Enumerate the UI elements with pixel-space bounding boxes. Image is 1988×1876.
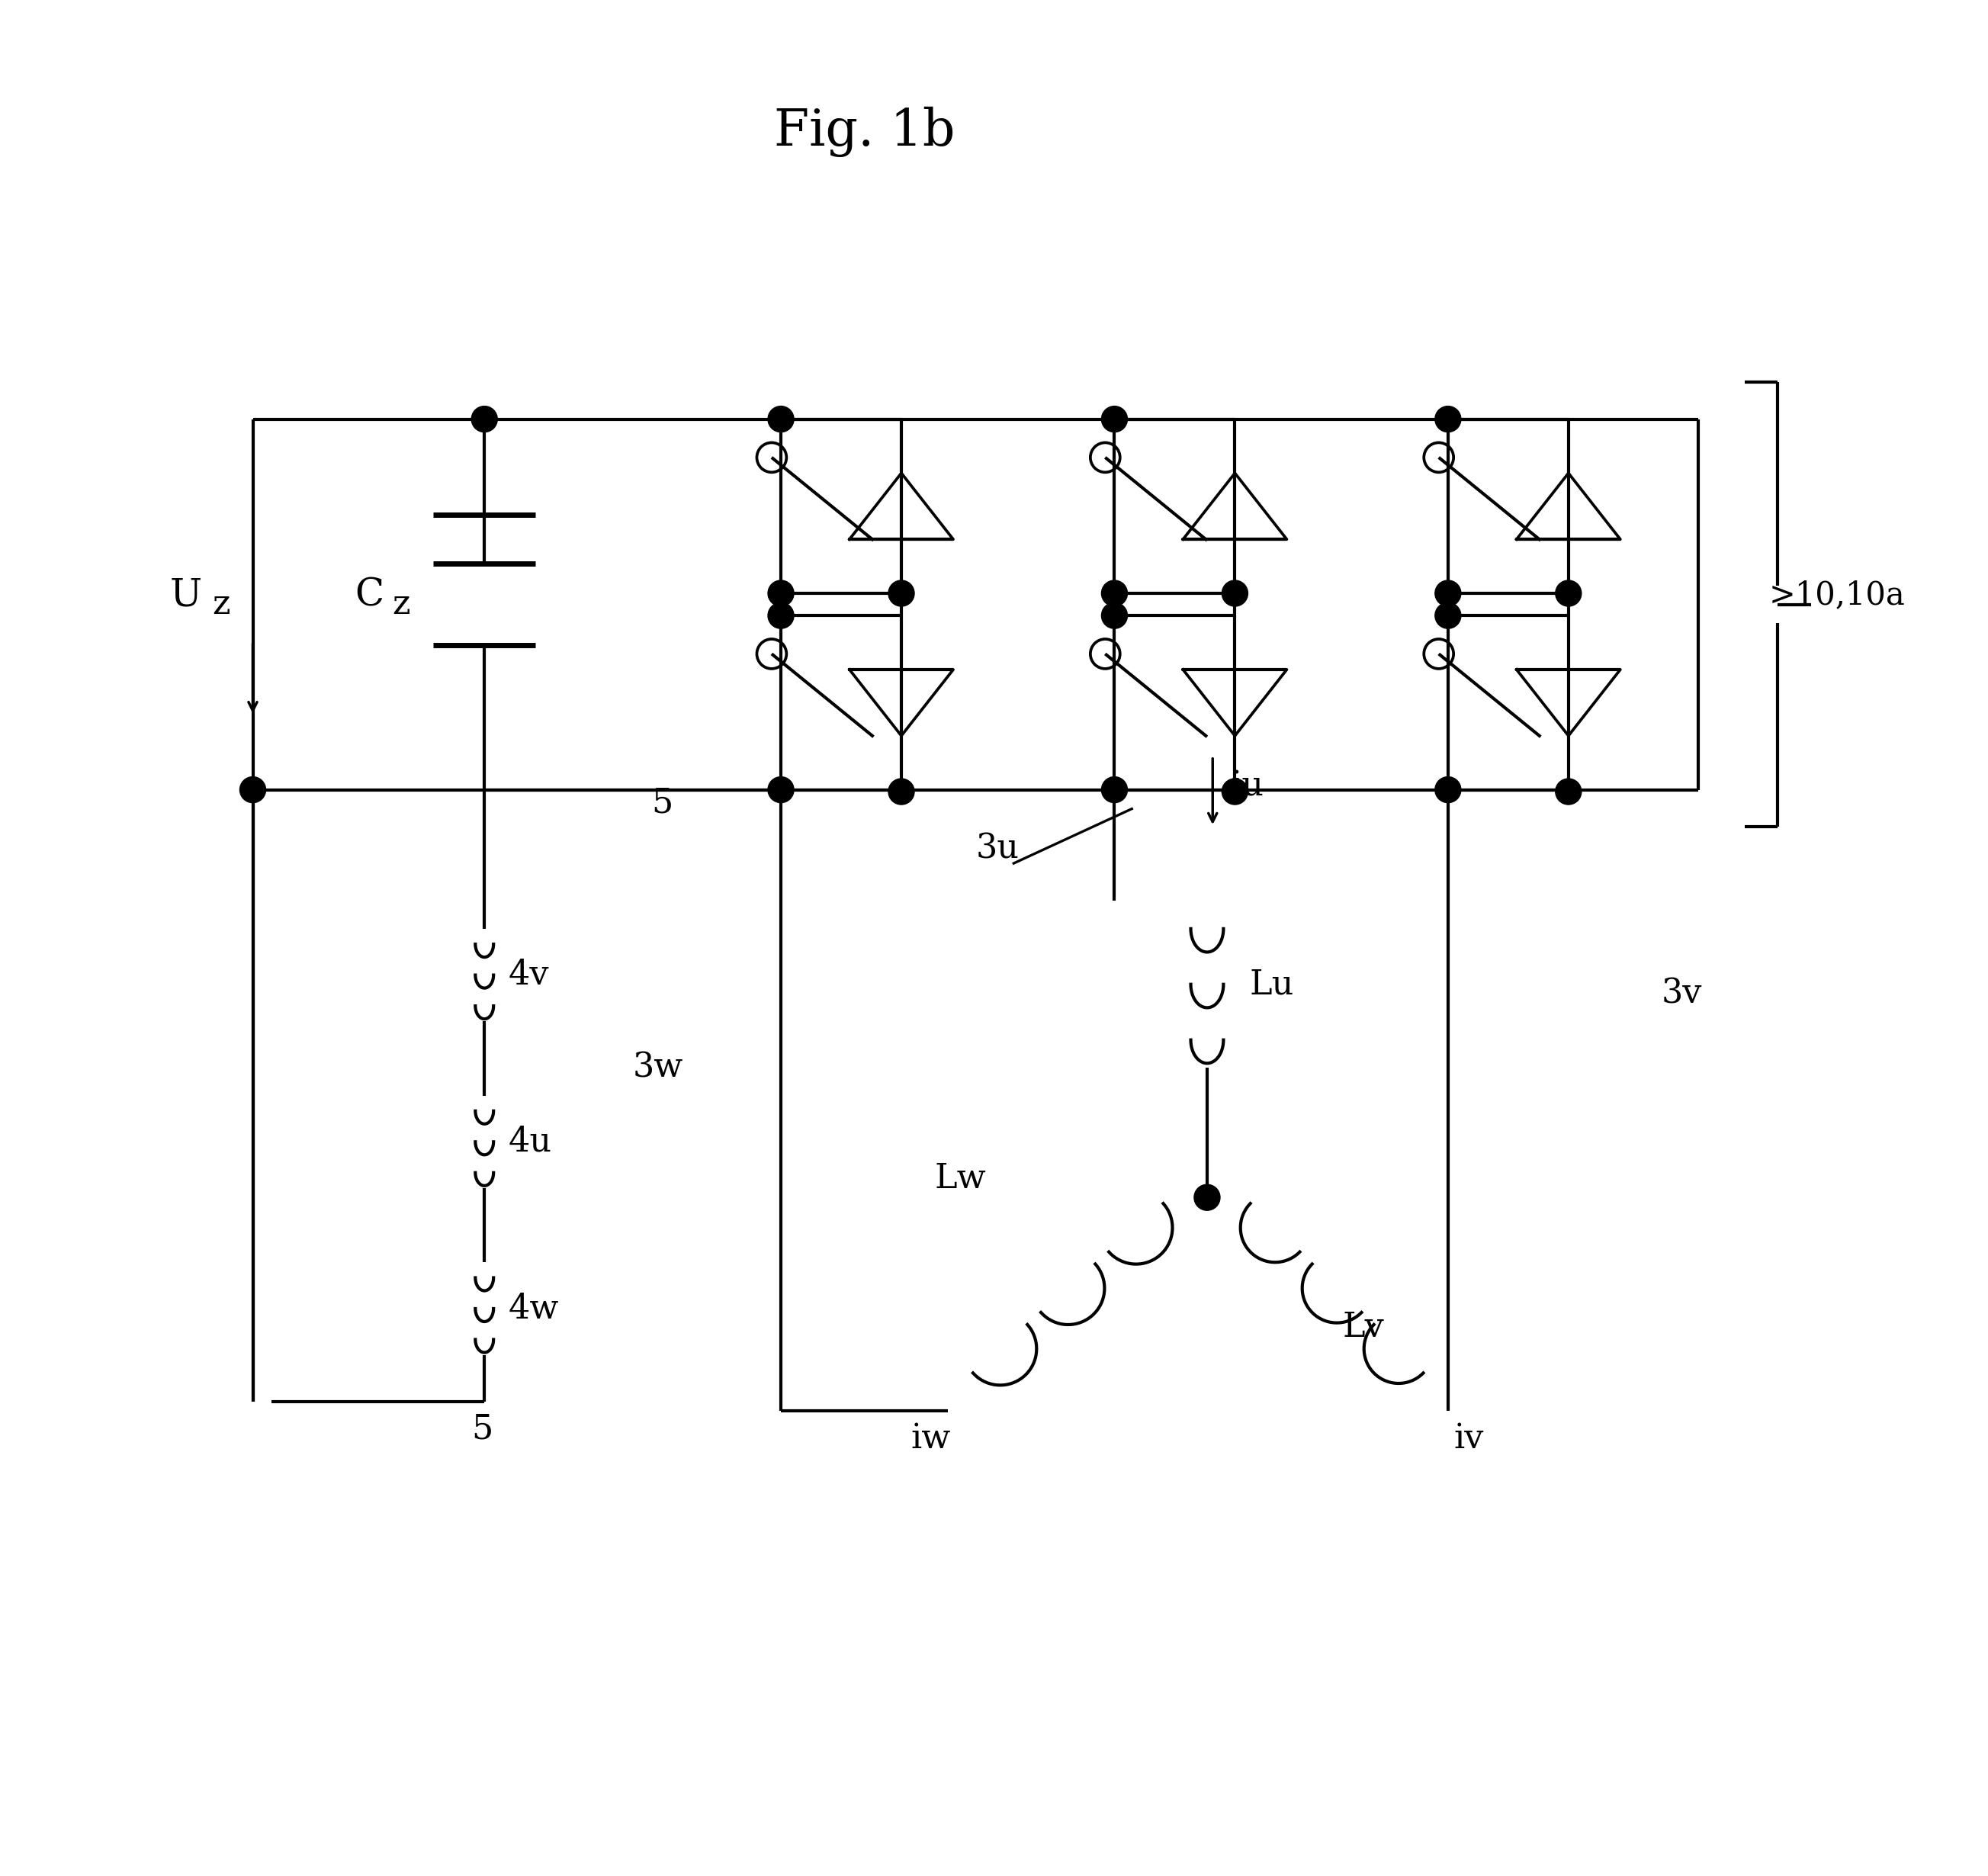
Circle shape bbox=[1223, 779, 1248, 805]
Circle shape bbox=[1101, 405, 1127, 431]
Circle shape bbox=[1435, 602, 1461, 628]
Text: 3u: 3u bbox=[976, 833, 1020, 865]
Circle shape bbox=[1101, 602, 1127, 628]
Circle shape bbox=[767, 777, 793, 803]
Circle shape bbox=[1435, 777, 1461, 803]
Circle shape bbox=[1223, 580, 1248, 606]
Circle shape bbox=[1435, 405, 1461, 431]
Text: 3w: 3w bbox=[632, 1051, 684, 1084]
Text: iw: iw bbox=[911, 1422, 950, 1454]
Text: iv: iv bbox=[1453, 1422, 1483, 1454]
Text: iu: iu bbox=[1231, 769, 1264, 803]
Circle shape bbox=[1555, 580, 1580, 606]
Text: >10,10a: >10,10a bbox=[1769, 580, 1905, 612]
Text: 4w: 4w bbox=[509, 1293, 559, 1324]
Text: z: z bbox=[213, 587, 231, 621]
Circle shape bbox=[767, 602, 793, 628]
Circle shape bbox=[1435, 580, 1461, 606]
Text: Lw: Lw bbox=[934, 1163, 986, 1195]
Circle shape bbox=[767, 580, 793, 606]
Circle shape bbox=[889, 580, 914, 606]
Text: Lu: Lu bbox=[1250, 968, 1294, 1000]
Circle shape bbox=[1101, 777, 1127, 803]
Text: Lv: Lv bbox=[1342, 1311, 1384, 1343]
Circle shape bbox=[767, 405, 793, 431]
Circle shape bbox=[889, 779, 914, 805]
Text: U: U bbox=[169, 576, 201, 613]
Circle shape bbox=[1195, 1184, 1221, 1210]
Text: 5: 5 bbox=[652, 786, 672, 820]
Circle shape bbox=[241, 777, 266, 803]
Text: Fig. 1b: Fig. 1b bbox=[773, 107, 954, 158]
Text: 3v: 3v bbox=[1662, 977, 1702, 1009]
Circle shape bbox=[1101, 580, 1127, 606]
Text: 4u: 4u bbox=[509, 1126, 553, 1157]
Text: C: C bbox=[354, 576, 384, 613]
Text: z: z bbox=[392, 587, 410, 621]
Text: 4v: 4v bbox=[509, 959, 549, 992]
Text: 5: 5 bbox=[471, 1413, 493, 1446]
Circle shape bbox=[471, 405, 497, 431]
Circle shape bbox=[1555, 779, 1580, 805]
